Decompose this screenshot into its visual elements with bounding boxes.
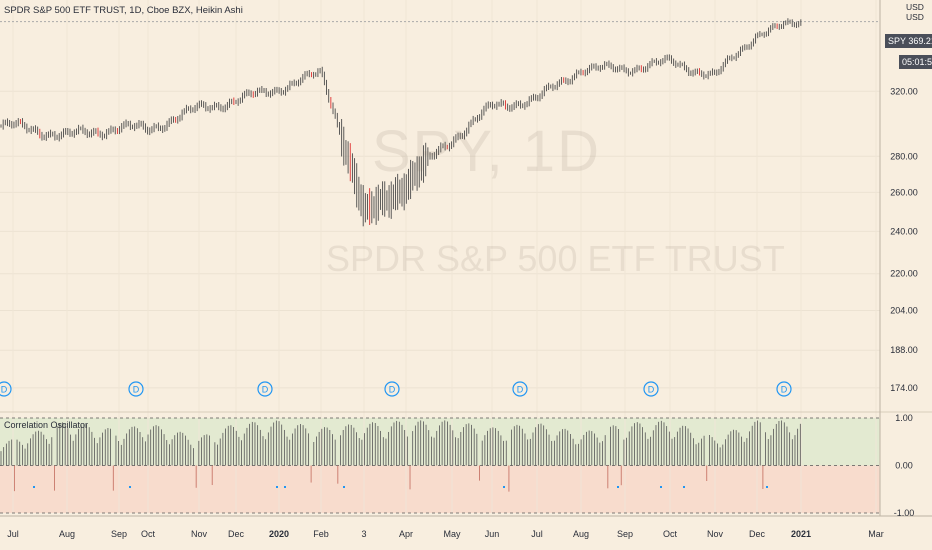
price-axis-label: 240.00 [890,226,918,236]
signal-dot [276,486,278,488]
price-axis-label: 188.00 [890,345,918,355]
price-axis-label: 260.00 [890,187,918,197]
signal-dot [683,486,685,488]
price-tag-value: 369.21 [908,36,932,46]
dividend-marker-icon [776,381,792,397]
time-axis-label: Mar [868,529,884,539]
dividend-marker-icon [512,381,528,397]
signal-dot [617,486,619,488]
last-price-tag: SPY 369.21 [885,34,932,48]
time-axis-label: May [443,529,461,539]
dividend-marker-icon [384,381,400,397]
time-axis-label: Jul [531,529,543,539]
dividend-marker-icon [128,381,144,397]
currency-unit: USD [906,2,924,12]
time-axis-label: Apr [399,529,413,539]
dividend-marker-label: D [1,385,8,395]
dividend-marker-label: D [781,385,788,395]
dividend-marker-icon [643,381,659,397]
signal-dot [343,486,345,488]
time-axis-label: 3 [361,529,366,539]
dividend-marker-label: D [133,385,140,395]
signal-dot [766,486,768,488]
dividend-marker-label: D [648,385,655,395]
name-watermark: SPDR S&P 500 ETF TRUST [326,238,785,279]
time-axis-label: Nov [191,529,208,539]
currency-label[interactable]: USD USD [906,2,924,22]
oscillator-title: Correlation Oscillator [4,420,89,430]
dividend-marker-label: D [389,385,396,395]
time-axis-label: Dec [749,529,766,539]
time-axis-label: Jul [7,529,19,539]
time-axis-label: Aug [573,529,589,539]
time-axis-label: Sep [617,529,633,539]
price-tag-symbol: SPY [888,36,906,46]
oscillator-axis-label: 0.00 [895,461,913,471]
oscillator-negative-zone [0,465,880,513]
signal-dot [33,486,35,488]
symbol-watermark: SPY, 1D [372,119,601,184]
dividend-marker-icon [0,381,12,397]
signal-dot [284,486,286,488]
time-axis-label: Oct [141,529,156,539]
signal-dot [660,486,662,488]
bar-countdown: 05:01:59 [899,55,932,69]
time-axis-label: Dec [228,529,245,539]
chart-legend: SPDR S&P 500 ETF TRUST, 1D, Cboe BZX, He… [4,5,243,16]
time-axis-label: Aug [59,529,75,539]
oscillator-axis-label: -1.00 [894,508,915,518]
dividend-marker-label: D [517,385,524,395]
price-axis-label: 280.00 [890,151,918,161]
dividend-marker-label: D [262,385,269,395]
time-axis-label: Oct [663,529,678,539]
price-axis-label: 220.00 [890,269,918,279]
signal-dot [129,486,131,488]
price-axis-label: 174.00 [890,383,918,393]
time-axis-label: Nov [707,529,724,539]
currency-code: USD [906,12,924,22]
signal-dot [503,486,505,488]
time-axis-label: Feb [313,529,329,539]
time-axis-label: 2021 [791,529,811,539]
time-axis-label: 2020 [269,529,289,539]
price-axis-label: 320.00 [890,86,918,96]
oscillator-axis-label: 1.00 [895,413,913,423]
price-axis-label: 204.00 [890,305,918,315]
time-axis-label: Sep [111,529,127,539]
dividend-marker-icon [257,381,273,397]
time-axis-label: Jun [485,529,500,539]
